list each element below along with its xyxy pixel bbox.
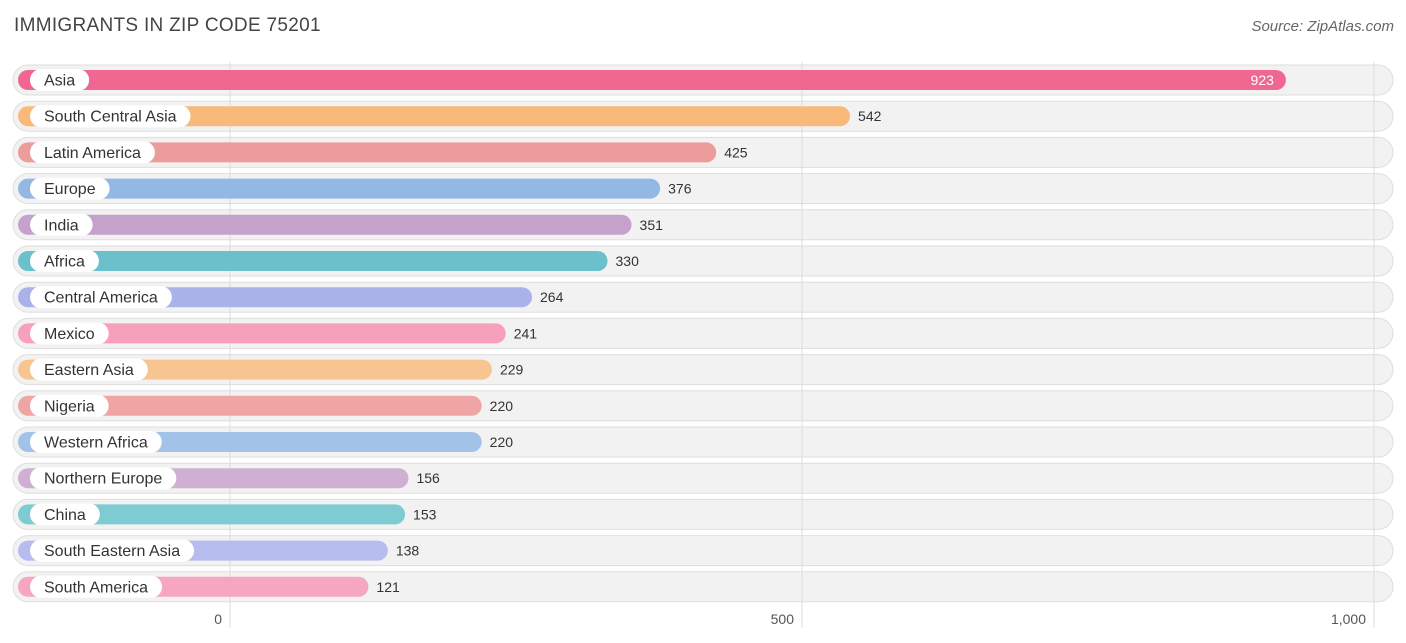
value-label: 220	[490, 398, 514, 414]
value-label: 156	[416, 470, 440, 486]
value-label: 220	[490, 434, 514, 450]
category-label: Nigeria	[30, 394, 109, 417]
category-label: Central America	[30, 286, 172, 309]
category-label: Western Africa	[30, 431, 162, 453]
bar	[18, 178, 661, 199]
value-label: 138	[396, 543, 420, 559]
value-label: 923	[1251, 72, 1275, 88]
x-tick-label: 0	[214, 611, 222, 627]
category-label: Northern Europe	[30, 467, 177, 490]
category-label-text: South America	[44, 579, 148, 596]
category-label-background	[30, 177, 110, 200]
category-label-text: Western Africa	[44, 435, 148, 452]
category-label-text: China	[44, 507, 86, 524]
category-label-background	[30, 575, 163, 598]
bar	[18, 323, 506, 344]
value-label: 153	[413, 506, 437, 522]
category-label-background	[30, 213, 93, 236]
category-label: South Eastern Asia	[30, 539, 195, 562]
bar	[18, 70, 1286, 90]
category-label-text: Latin America	[44, 145, 141, 162]
category-label: Asia	[30, 69, 90, 91]
category-label: India	[30, 213, 93, 236]
category-label: Europe	[30, 177, 110, 200]
category-label-background	[30, 105, 191, 128]
category-label-background	[30, 69, 90, 91]
value-label: 376	[668, 181, 692, 197]
category-label-text: South Eastern Asia	[44, 543, 180, 560]
source-label: Source: ZipAtlas.com	[1251, 18, 1394, 35]
category-label-text: Nigeria	[44, 398, 95, 415]
category-label-text: South Central Asia	[44, 109, 177, 126]
category-label-background	[30, 539, 195, 562]
category-label: China	[30, 503, 100, 526]
bar	[18, 106, 851, 127]
category-label-text: Africa	[44, 254, 85, 271]
bar	[18, 251, 608, 271]
value-label: 330	[616, 253, 640, 269]
category-label-background	[30, 322, 109, 345]
category-label-text: Central America	[44, 290, 158, 307]
x-tick-label: 1,000	[1331, 611, 1366, 627]
x-tick-label: 500	[771, 611, 795, 627]
category-label: South America	[30, 575, 163, 598]
category-label-text: India	[44, 217, 79, 234]
category-label: Latin America	[30, 141, 155, 164]
value-label: 351	[640, 217, 664, 233]
bar	[18, 395, 482, 416]
chart-title: IMMIGRANTS IN ZIP CODE 75201	[14, 15, 321, 36]
category-label: Mexico	[30, 322, 109, 345]
category-label: Eastern Asia	[30, 358, 148, 381]
bar	[18, 214, 632, 235]
category-label-text: Mexico	[44, 326, 95, 343]
bar	[18, 504, 406, 525]
category-label-background	[30, 431, 162, 453]
category-label-background	[30, 250, 99, 272]
category-label: Africa	[30, 250, 99, 272]
category-label-background	[30, 141, 155, 164]
category-label-background	[30, 394, 109, 417]
value-label: 542	[858, 108, 882, 124]
value-label: 264	[540, 289, 564, 305]
value-label: 229	[500, 362, 524, 378]
category-label-background	[30, 358, 148, 381]
category-label-text: Asia	[44, 73, 75, 90]
category-label-text: Northern Europe	[44, 471, 162, 488]
category-label-text: Eastern Asia	[44, 362, 134, 379]
value-label: 425	[724, 144, 748, 160]
category-label-background	[30, 503, 100, 526]
category-label-background	[30, 286, 172, 309]
value-label: 241	[514, 325, 538, 341]
value-label: 121	[376, 579, 400, 595]
category-label-text: Europe	[44, 181, 96, 198]
category-label-background	[30, 467, 177, 490]
category-label: South Central Asia	[30, 105, 191, 128]
bar	[18, 142, 717, 163]
